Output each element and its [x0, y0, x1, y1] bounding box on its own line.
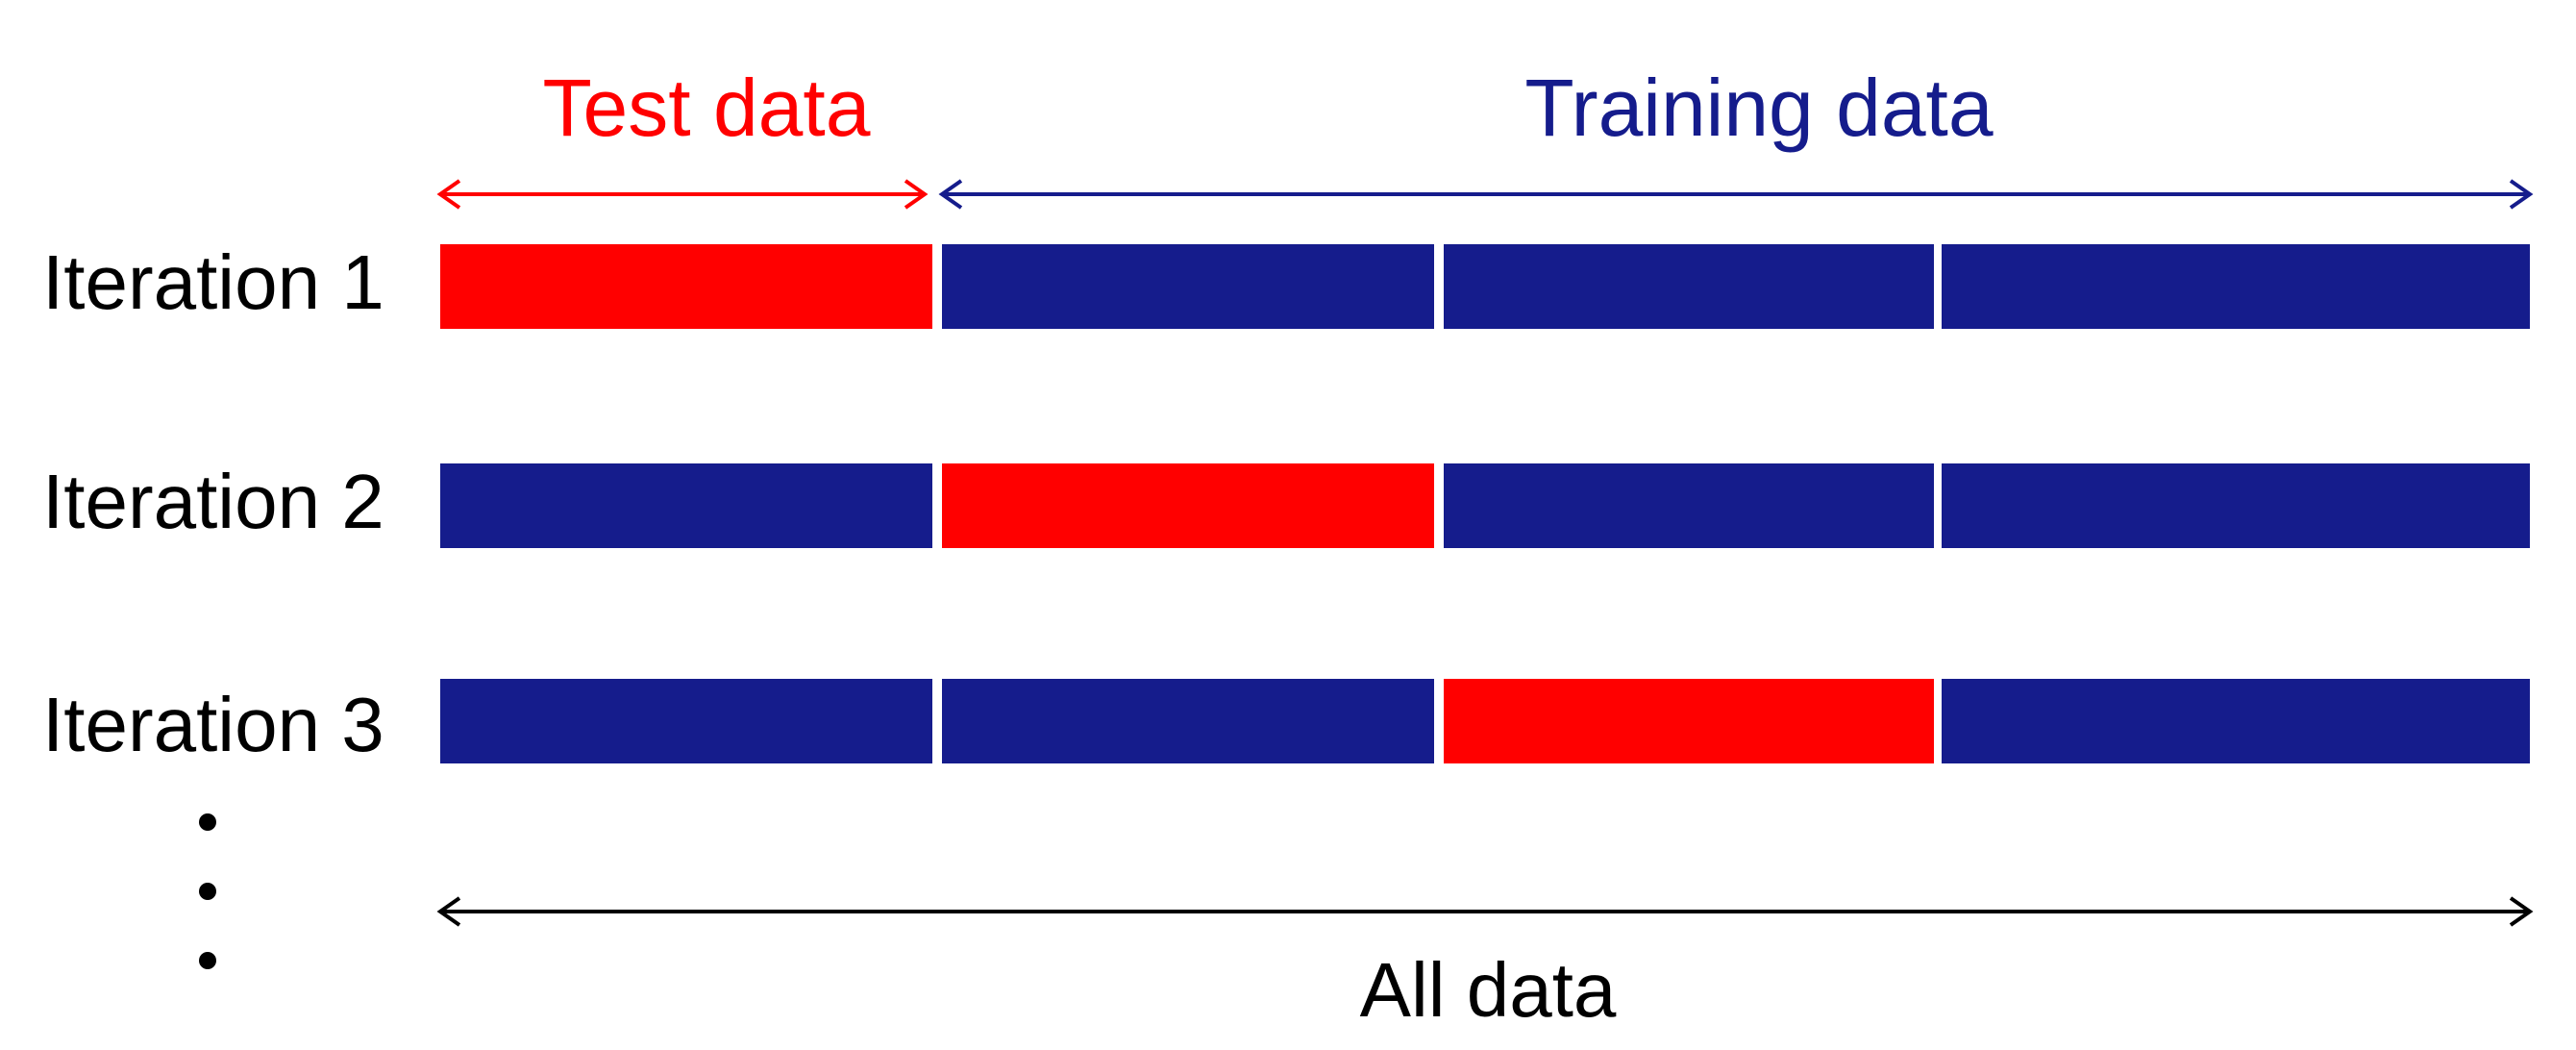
iteration-2-segment-1-training [440, 463, 932, 548]
iteration-2-label: Iteration 2 [42, 459, 384, 544]
iteration-3-segment-4-training [1942, 679, 2530, 763]
training-data-label: Training data [1524, 62, 1994, 153]
iteration-3-segment-2-training [942, 679, 1434, 763]
all-data-label: All data [1359, 947, 1617, 1033]
test-data-span-arrow [436, 179, 929, 210]
iteration-3-segment-3-test [1444, 679, 1934, 763]
iteration-1-segment-3-training [1444, 244, 1934, 329]
iteration-1-segment-4-training [1942, 244, 2530, 329]
test-data-label: Test data [542, 62, 871, 153]
iteration-3-segment-1-training [440, 679, 932, 763]
iteration-3-label: Iteration 3 [42, 682, 384, 767]
iteration-1-segment-1-test [440, 244, 932, 329]
ellipsis-dot-3 [199, 952, 216, 969]
iteration-bars [440, 244, 2530, 763]
iteration-2-segment-4-training [1942, 463, 2530, 548]
ellipsis-dot-2 [199, 883, 216, 900]
training-data-span-arrow [938, 179, 2534, 210]
ellipsis-dot-1 [199, 813, 216, 831]
all-data-span-arrow [436, 896, 2534, 927]
iteration-2-segment-3-training [1444, 463, 1934, 548]
iteration-2-segment-2-test [942, 463, 1434, 548]
iteration-1-label: Iteration 1 [42, 239, 384, 325]
iteration-1-segment-2-training [942, 244, 1434, 329]
